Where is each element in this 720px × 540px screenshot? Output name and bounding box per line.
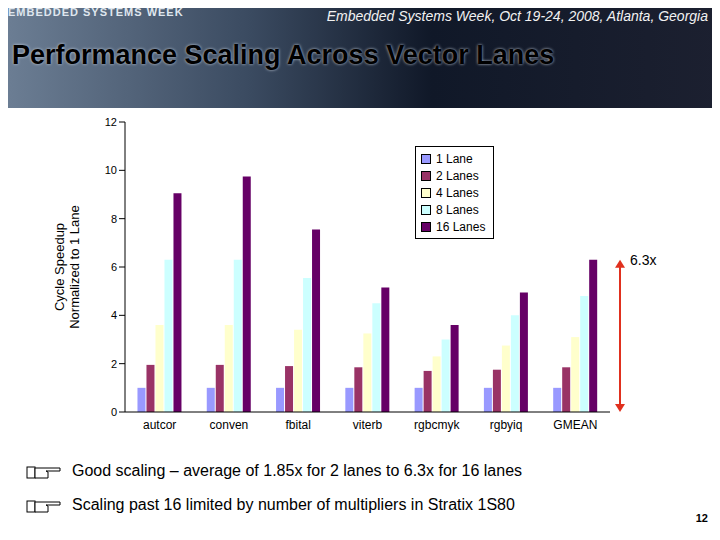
svg-text:viterb: viterb: [353, 418, 383, 432]
html-text:Performance Scaling Across Vec: Performance Scaling Across Vector Lanes: [12, 40, 555, 70]
html-text:Scaling past 16 limited by num: Scaling past 16 limited by number of mul…: [72, 496, 515, 513]
svg-text:12: 12: [105, 116, 117, 128]
svg-text:0: 0: [111, 406, 117, 418]
svg-text:8: 8: [111, 213, 117, 225]
svg-text:4: 4: [111, 309, 117, 321]
svg-text:10: 10: [105, 164, 117, 176]
html-text:16 Lanes: 16 Lanes: [436, 219, 486, 234]
svg-text:fbital: fbital: [286, 418, 311, 432]
svg-text:rgbcmyk: rgbcmyk: [414, 418, 460, 432]
svg-text:GMEAN: GMEAN: [553, 418, 597, 432]
svg-text:Cycle SpeedupNormalized to 1 L: Cycle SpeedupNormalized to 1 Lane: [52, 205, 82, 329]
svg-text:autcor: autcor: [143, 418, 176, 432]
html-text:Good scaling – average of 1.85: Good scaling – average of 1.85x for 2 la…: [72, 462, 523, 479]
html-text:Embedded Systems Week, Oct 19-: Embedded Systems Week, Oct 19-24, 2008, …: [326, 8, 708, 24]
html-text:EMBEDDED SYSTEMS WEEK: EMBEDDED SYSTEMS WEEK: [8, 6, 184, 18]
html-text:12: 12: [695, 512, 708, 524]
svg-text:rgbyiq: rgbyiq: [490, 418, 523, 432]
svg-text:6.3x: 6.3x: [630, 252, 656, 268]
svg-text:2: 2: [111, 358, 117, 370]
html-text:2 Lanes: 2 Lanes: [436, 168, 479, 183]
svg-text:conven: conven: [210, 418, 249, 432]
html-text:8 Lanes: 8 Lanes: [436, 202, 479, 217]
html-text:1 Lane: 1 Lane: [436, 151, 473, 166]
html-text:4 Lanes: 4 Lanes: [436, 185, 479, 200]
svg-text:6: 6: [111, 261, 117, 273]
